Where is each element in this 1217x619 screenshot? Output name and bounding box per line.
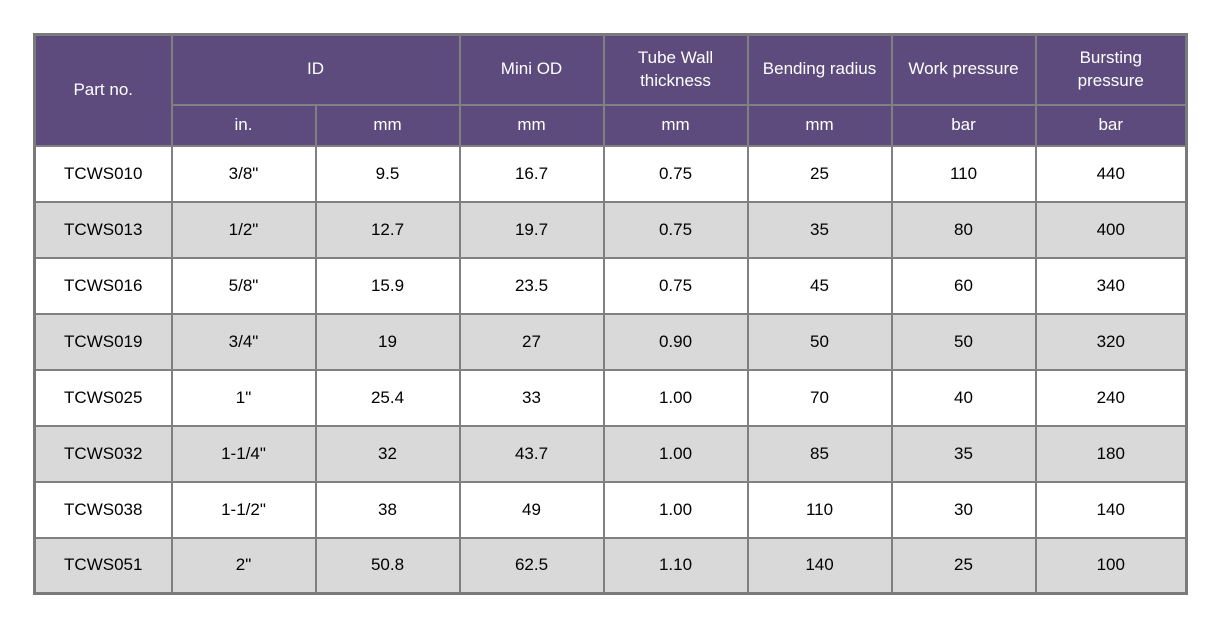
value-cell: 1.00 [602, 480, 749, 539]
part-no-cell: TCWS025 [33, 368, 173, 427]
value-cell: 33 [458, 368, 605, 427]
value-cell: 3/8" [170, 144, 317, 203]
col-header-work-pressure: Work pressure [890, 33, 1037, 106]
unit-header-id-mm: mm [314, 103, 461, 147]
col-header-bending-radius: Bending radius [746, 33, 893, 106]
value-cell: 110 [890, 144, 1037, 203]
col-header-bursting-pressure: Bursting pressure [1034, 33, 1188, 106]
value-cell: 35 [746, 200, 893, 259]
value-cell: 110 [746, 480, 893, 539]
value-cell: 70 [746, 368, 893, 427]
value-cell: 80 [890, 200, 1037, 259]
value-cell: 45 [746, 256, 893, 315]
part-no-cell: TCWS051 [33, 536, 173, 595]
hose-spec-table: Part no. ID Mini OD Tube Wall thickness … [33, 33, 1188, 595]
col-header-part-no: Part no. [33, 33, 173, 147]
value-cell: 180 [1034, 424, 1188, 483]
table-row: TCWS032 1-1/4" 32 43.7 1.00 85 35 180 [33, 424, 1188, 483]
value-cell: 0.75 [602, 256, 749, 315]
value-cell: 27 [458, 312, 605, 371]
value-cell: 3/4" [170, 312, 317, 371]
part-no-cell: TCWS010 [33, 144, 173, 203]
value-cell: 1-1/2" [170, 480, 317, 539]
value-cell: 1/2" [170, 200, 317, 259]
value-cell: 240 [1034, 368, 1188, 427]
col-header-tube-wall-thickness: Tube Wall thickness [602, 33, 749, 106]
value-cell: 25 [746, 144, 893, 203]
table-row: TCWS010 3/8" 9.5 16.7 0.75 25 110 440 [33, 144, 1188, 203]
value-cell: 32 [314, 424, 461, 483]
unit-header-bending-mm: mm [746, 103, 893, 147]
table-row: TCWS013 1/2" 12.7 19.7 0.75 35 80 400 [33, 200, 1188, 259]
value-cell: 400 [1034, 200, 1188, 259]
value-cell: 50 [890, 312, 1037, 371]
value-cell: 60 [890, 256, 1037, 315]
value-cell: 0.75 [602, 200, 749, 259]
value-cell: 50.8 [314, 536, 461, 595]
value-cell: 43.7 [458, 424, 605, 483]
part-no-cell: TCWS032 [33, 424, 173, 483]
value-cell: 1.00 [602, 424, 749, 483]
value-cell: 85 [746, 424, 893, 483]
value-cell: 40 [890, 368, 1037, 427]
unit-header-mini-od-mm: mm [458, 103, 605, 147]
table-body: TCWS010 3/8" 9.5 16.7 0.75 25 110 440 TCWS013 1/2… [33, 144, 1188, 595]
value-cell: 49 [458, 480, 605, 539]
header-group-row: Part no. ID Mini OD Tube Wall thickness … [33, 33, 1188, 147]
value-cell: 50 [746, 312, 893, 371]
value-cell: 140 [746, 536, 893, 595]
header-units-row: in. mm mm mm mm bar bar [35, 103, 1188, 147]
value-cell: 140 [1034, 480, 1188, 539]
value-cell: 0.75 [602, 144, 749, 203]
value-cell: 340 [1034, 256, 1188, 315]
value-cell: 19 [314, 312, 461, 371]
value-cell: 1" [170, 368, 317, 427]
value-cell: 23.5 [458, 256, 605, 315]
part-no-cell: TCWS019 [33, 312, 173, 371]
table-row: TCWS038 1-1/2" 38 49 1.00 110 30 140 [33, 480, 1188, 539]
value-cell: 38 [314, 480, 461, 539]
value-cell: 0.90 [602, 312, 749, 371]
part-no-cell: TCWS016 [33, 256, 173, 315]
value-cell: 15.9 [314, 256, 461, 315]
value-cell: 25.4 [314, 368, 461, 427]
value-cell: 30 [890, 480, 1037, 539]
value-cell: 62.5 [458, 536, 605, 595]
col-header-id: ID [170, 33, 461, 106]
value-cell: 1-1/4" [170, 424, 317, 483]
value-cell: 1.00 [602, 368, 749, 427]
unit-header-work-bar: bar [890, 103, 1037, 147]
value-cell: 25 [890, 536, 1037, 595]
value-cell: 16.7 [458, 144, 605, 203]
table-row: TCWS016 5/8" 15.9 23.5 0.75 45 60 340 [33, 256, 1188, 315]
table-header: Part no. ID Mini OD Tube Wall thickness … [33, 33, 1188, 147]
value-cell: 100 [1034, 536, 1188, 595]
unit-header-tube-wall-mm: mm [602, 103, 749, 147]
value-cell: 320 [1034, 312, 1188, 371]
value-cell: 35 [890, 424, 1037, 483]
part-no-cell: TCWS013 [33, 200, 173, 259]
value-cell: 2" [170, 536, 317, 595]
unit-header-bursting-bar: bar [1034, 103, 1188, 147]
value-cell: 12.7 [314, 200, 461, 259]
table-row: TCWS051 2" 50.8 62.5 1.10 140 25 100 [33, 536, 1188, 595]
part-no-cell: TCWS038 [33, 480, 173, 539]
value-cell: 9.5 [314, 144, 461, 203]
value-cell: 440 [1034, 144, 1188, 203]
col-header-mini-od: Mini OD [458, 33, 605, 106]
table-row: TCWS019 3/4" 19 27 0.90 50 50 320 [33, 312, 1188, 371]
table-row: TCWS025 1" 25.4 33 1.00 70 40 240 [33, 368, 1188, 427]
value-cell: 19.7 [458, 200, 605, 259]
value-cell: 1.10 [602, 536, 749, 595]
value-cell: 5/8" [170, 256, 317, 315]
unit-header-id-in: in. [170, 103, 317, 147]
